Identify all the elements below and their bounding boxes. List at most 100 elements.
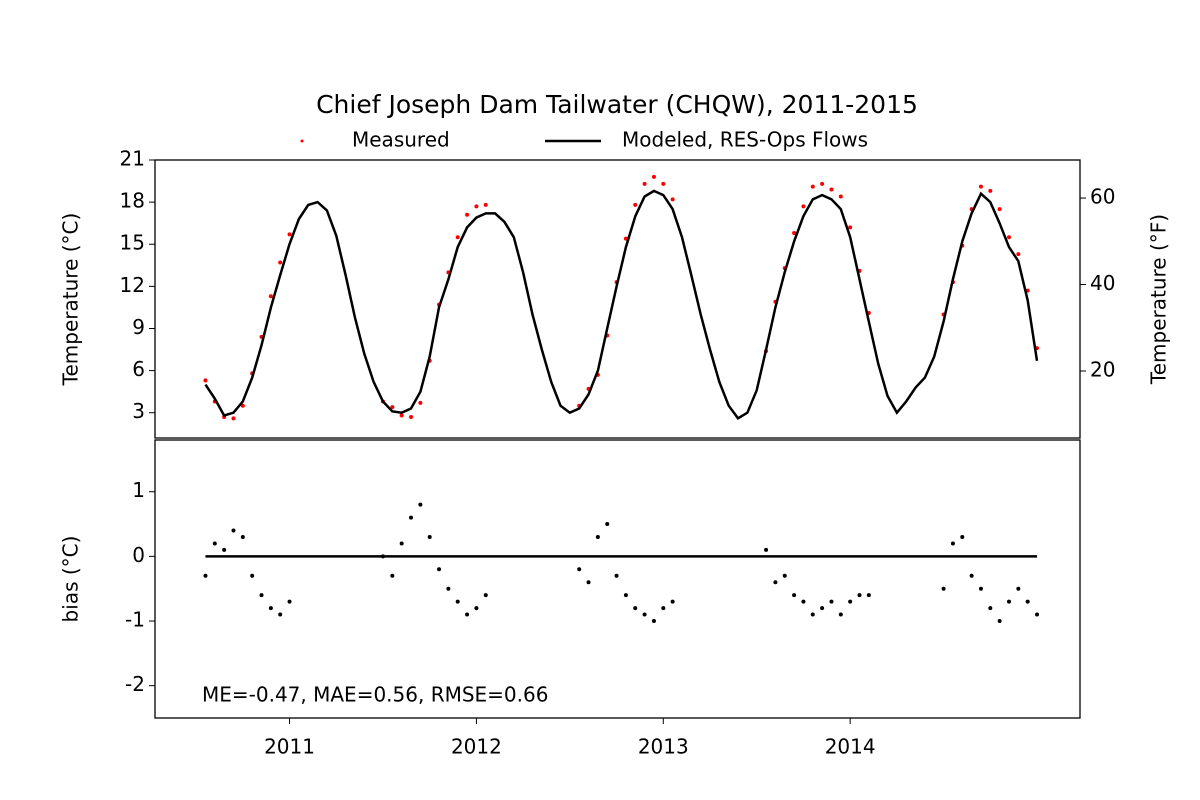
data-point <box>960 534 965 539</box>
data-point <box>1016 252 1021 257</box>
data-point <box>838 194 843 199</box>
data-point <box>988 606 993 611</box>
y-tick-label: 15 <box>120 231 145 255</box>
data-point <box>278 612 283 617</box>
data-point <box>978 184 983 189</box>
data-point <box>820 606 825 611</box>
data-point <box>988 188 993 193</box>
legend-swatch <box>300 139 304 143</box>
y2-tick-label: 40 <box>1090 271 1115 295</box>
data-point <box>203 378 208 383</box>
y-tick-label: 3 <box>132 399 145 423</box>
data-point <box>829 187 834 192</box>
x-tick-label: 2014 <box>825 735 876 759</box>
data-point <box>212 541 217 546</box>
data-point <box>978 586 983 591</box>
data-point <box>418 400 423 405</box>
legend-label: Measured <box>352 128 450 152</box>
data-point <box>1035 612 1040 617</box>
data-point <box>941 586 946 591</box>
data-point <box>268 606 273 611</box>
data-point <box>820 181 825 186</box>
data-point <box>427 534 432 539</box>
data-point <box>792 231 797 236</box>
x-tick-label: 2011 <box>264 735 315 759</box>
y2-axis-label: Temperature (°F) <box>1147 214 1171 385</box>
data-point <box>399 413 404 418</box>
data-point <box>623 593 628 598</box>
data-point <box>268 294 273 299</box>
y-tick-label: 1 <box>132 478 145 502</box>
data-point <box>866 593 871 598</box>
data-point <box>287 232 292 237</box>
data-point <box>651 174 656 179</box>
data-point <box>483 593 488 598</box>
data-point <box>605 522 610 527</box>
data-point <box>409 515 414 520</box>
y2-tick-label: 20 <box>1090 357 1115 381</box>
data-point <box>231 528 236 533</box>
data-point <box>810 612 815 617</box>
data-point <box>801 204 806 209</box>
data-point <box>670 197 675 202</box>
data-point <box>792 593 797 598</box>
data-point <box>278 260 283 265</box>
data-point <box>287 599 292 604</box>
data-point <box>642 181 647 186</box>
data-point <box>997 619 1002 624</box>
data-point <box>773 580 778 585</box>
data-point <box>483 202 488 207</box>
data-point <box>586 580 591 585</box>
data-point <box>437 567 442 572</box>
y-tick-label: 18 <box>120 189 145 213</box>
annotation: ME=-0.47, MAE=0.56, RMSE=0.66 <box>202 683 548 707</box>
data-point <box>418 502 423 507</box>
data-point <box>465 612 470 617</box>
data-point <box>380 554 385 559</box>
data-point <box>259 593 264 598</box>
data-point <box>577 567 582 572</box>
y-tick-label: 21 <box>120 147 145 171</box>
plot-frame <box>154 159 1081 439</box>
data-point <box>1006 599 1011 604</box>
data-point <box>409 414 414 419</box>
data-point <box>969 573 974 578</box>
data-point <box>203 573 208 578</box>
data-point <box>1006 235 1011 240</box>
data-point <box>455 599 460 604</box>
data-point <box>829 599 834 604</box>
y-tick-label: -2 <box>125 672 145 696</box>
data-point <box>474 606 479 611</box>
legend-label: Modeled, RES-Ops Flows <box>622 128 868 152</box>
x-tick-label: 2013 <box>638 735 689 759</box>
x-tick-label: 2012 <box>451 735 502 759</box>
data-point <box>950 541 955 546</box>
data-point <box>614 573 619 578</box>
y-axis-label: bias (°C) <box>59 536 83 623</box>
data-point <box>651 619 656 624</box>
chart-title: Chief Joseph Dam Tailwater (CHQW), 2011-… <box>316 90 918 119</box>
data-point <box>670 599 675 604</box>
data-point <box>633 606 638 611</box>
data-point <box>231 416 236 421</box>
data-point <box>446 586 451 591</box>
data-point <box>465 212 470 217</box>
data-point <box>222 547 227 552</box>
data-point <box>240 534 245 539</box>
y-tick-label: 12 <box>120 273 145 297</box>
data-point <box>848 599 853 604</box>
y-tick-label: -1 <box>125 608 145 632</box>
data-point <box>764 547 769 552</box>
data-point <box>633 202 638 207</box>
data-point <box>390 405 395 410</box>
y-tick-label: 0 <box>132 543 145 567</box>
data-point <box>642 612 647 617</box>
data-point <box>661 181 666 186</box>
data-point <box>595 534 600 539</box>
data-point <box>1025 599 1030 604</box>
data-point <box>390 573 395 578</box>
y-axis-label: Temperature (°C) <box>59 213 83 387</box>
data-point <box>1016 586 1021 591</box>
y-tick-label: 6 <box>132 357 145 381</box>
